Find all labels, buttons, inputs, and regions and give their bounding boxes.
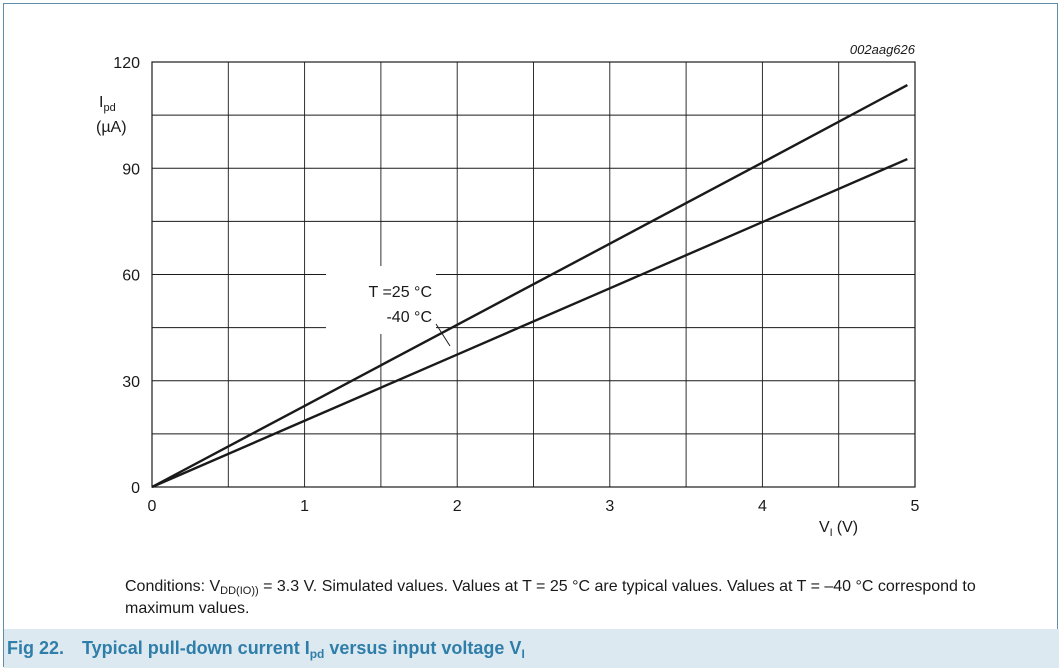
x-tick-label: 0 — [148, 498, 157, 515]
caption-bar — [4, 629, 1059, 668]
x-tick-label: 2 — [453, 498, 462, 515]
figure-number: Fig 22. — [7, 638, 65, 658]
y-tick-label: 90 — [122, 161, 140, 178]
svg-text:VI(V): VI (V) — [819, 519, 858, 539]
series-layer — [151, 83, 908, 489]
figure-code: 002aag626 — [850, 42, 916, 57]
y-tick-label: 60 — [122, 268, 140, 285]
temperature-annotation: T =25 °C -40 °C — [326, 266, 451, 347]
annotation-line-minus40c: -40 °C — [386, 309, 432, 326]
y-tick-label: 120 — [113, 55, 140, 72]
caption-text-2: versus input voltage V — [324, 638, 522, 658]
x-axis-label: VI (V) — [819, 519, 858, 539]
x-tick-label: 3 — [605, 498, 614, 515]
y-axis-unit: (µA) — [96, 119, 127, 136]
annotation-background — [326, 266, 436, 334]
figure-frame: 0 1 2 3 4 5 0 30 60 90 120 002aag626 Ipd (µA) VI (V… — [3, 3, 1059, 668]
caption-subscript-pd: pd — [309, 647, 325, 661]
caption-text-1: Typical pull-down current I — [82, 638, 310, 658]
y-tick-label: 0 — [131, 480, 140, 497]
x-tick-label: 4 — [758, 498, 767, 515]
x-axis-unit: (V) — [837, 519, 858, 536]
x-tick-label: 1 — [300, 498, 309, 515]
series-line-25c — [151, 83, 908, 489]
conditions-text-1: Conditions: V — [125, 578, 221, 595]
conditions-note: Conditions: VDD(IO)) = 3.3 V. Simulated … — [125, 576, 1025, 620]
series-line-minus40c — [151, 157, 908, 489]
conditions-text-2: = 3.3 V. Simulated values. Values at T =… — [125, 578, 976, 617]
y-axis-label-main: I — [99, 94, 103, 111]
y-axis-label: Ipd (µA) — [96, 94, 127, 136]
grid-layer — [152, 62, 915, 487]
y-axis-label-sub: pd — [103, 102, 115, 114]
x-axis-label-main: V — [819, 519, 830, 536]
annotation-leader-line — [435, 323, 451, 347]
conditions-subscript: DD(IO)) — [220, 585, 259, 597]
plot-border — [151, 61, 916, 488]
y-tick-label: 30 — [122, 374, 140, 391]
figure-caption: Fig 22. Typical pull-down current Ipd ver… — [7, 638, 525, 661]
caption-subscript-i: I — [521, 647, 525, 661]
annotation-line-25c: T =25 °C — [369, 284, 432, 301]
tick-labels: 0 1 2 3 4 5 0 30 60 90 120 — [113, 55, 919, 515]
svg-text:Ipd: Ipd — [99, 94, 116, 114]
x-tick-label: 5 — [911, 498, 920, 515]
x-axis-label-sub: I — [830, 527, 833, 539]
